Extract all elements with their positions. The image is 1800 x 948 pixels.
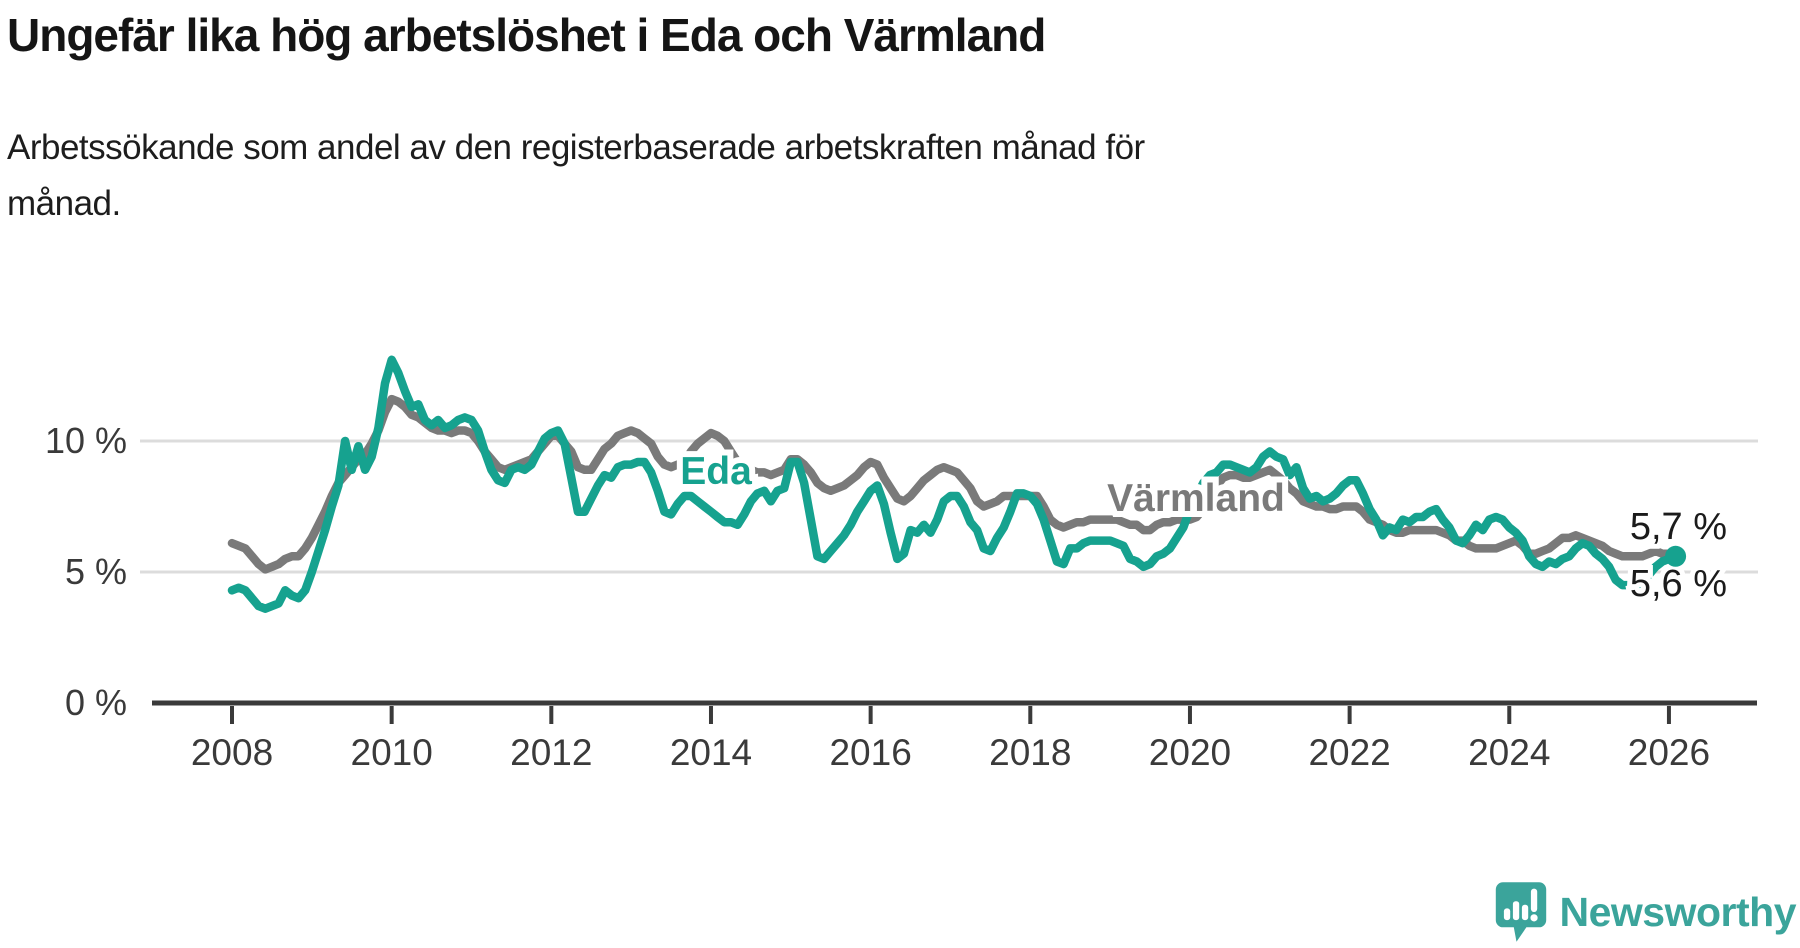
logo-exclamation-bar [1530, 888, 1537, 912]
x-axis-label-2020: 2020 [1149, 732, 1231, 773]
logo-exclamation-dot [1529, 914, 1538, 922]
newsworthy-logo-icon [1495, 882, 1546, 942]
x-axis-label-2026: 2026 [1628, 732, 1710, 773]
vrmland-line [227, 394, 1680, 574]
logo-bar-3 [1521, 904, 1528, 921]
varmland-end-value-label: 5,7 % [1630, 506, 1727, 548]
x-axis-label-2014: 2014 [670, 732, 752, 773]
newsworthy-logo: Newsworthy [1494, 880, 1797, 944]
x-axis-label-2024: 2024 [1468, 732, 1550, 773]
subtitle-line-2: månad. [7, 184, 121, 223]
x-axis-label-2022: 2022 [1308, 732, 1390, 773]
logo-text: Newsworthy [1559, 888, 1797, 935]
eda-end-value-label: 5,6 % [1630, 563, 1727, 605]
chart-subtitle: Arbetssökande som andel av den registerb… [7, 120, 1145, 232]
x-axis-label-2012: 2012 [510, 732, 592, 773]
page-title: Ungefär lika hög arbetslöshet i Eda och … [7, 9, 1046, 61]
x-axis-label-2010: 2010 [351, 732, 433, 773]
varmland-series-label: Värmland [1107, 477, 1285, 520]
x-axis-label-2018: 2018 [989, 732, 1071, 773]
logo-bubble-shape [1495, 882, 1546, 942]
eda-latest-point-dot [1665, 545, 1687, 567]
y-axis-label-10: 10 % [45, 420, 127, 461]
eda-series-label: Eda [680, 450, 752, 493]
logo-bar-2 [1512, 901, 1519, 921]
eda-line [227, 355, 1680, 613]
logo-bar-1 [1503, 908, 1510, 921]
x-axis-label-2016: 2016 [829, 732, 911, 773]
y-axis-label-0: 0 % [65, 682, 127, 723]
y-axis-label-5: 5 % [65, 551, 127, 592]
subtitle-line-1: Arbetssökande som andel av den registerb… [7, 128, 1145, 167]
x-axis-label-2008: 2008 [191, 732, 273, 773]
